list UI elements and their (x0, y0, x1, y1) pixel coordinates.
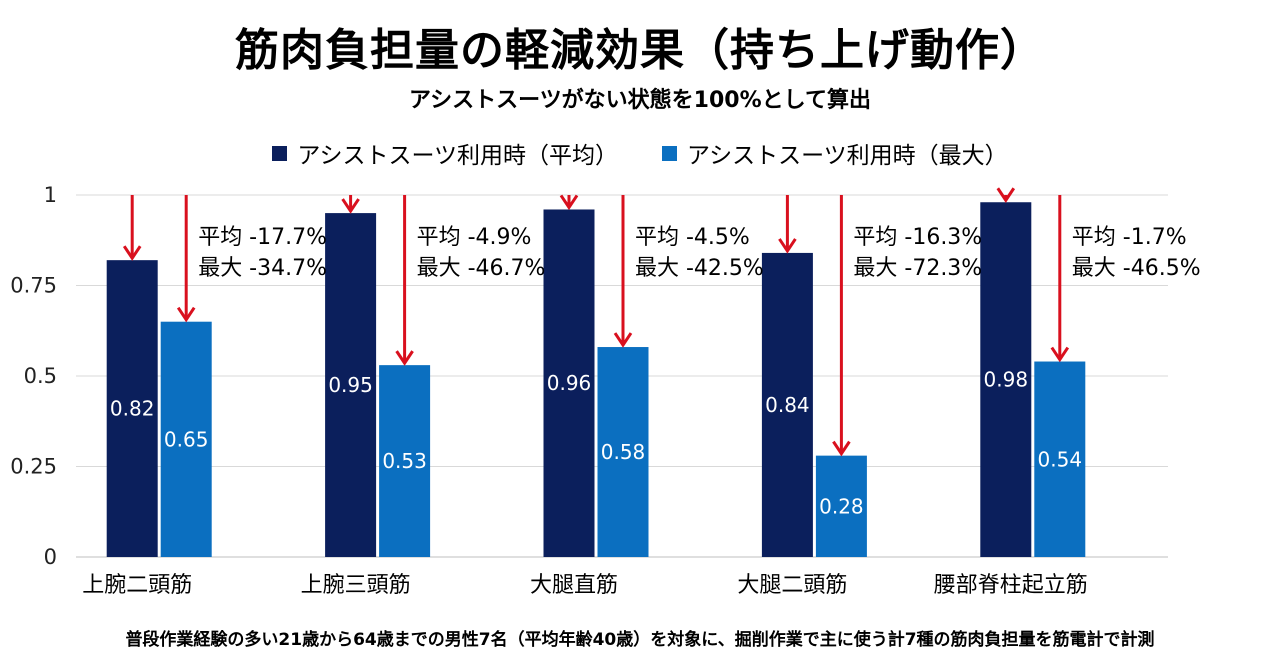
bar-max (815, 455, 867, 557)
arrow-max (613, 195, 633, 348)
bar-max (597, 347, 649, 557)
footnote: 普段作業経験の多い21歳から64歳までの男性7名（平均年齢40歳）を対象に、掘削… (125, 630, 1155, 650)
annotation-max: 最大 -46.5% (1072, 256, 1201, 281)
value-label-avg: 0.84 (765, 393, 810, 417)
legend-item-max: アシストスーツ利用時（最大） (662, 136, 1008, 170)
annotation-max: 最大 -34.7% (198, 256, 327, 281)
value-label-avg: 0.98 (984, 368, 1029, 392)
arrow-avg (996, 187, 1016, 203)
legend-label-max: アシストスーツ利用時（最大） (687, 143, 1008, 169)
value-label-max: 0.65 (164, 427, 209, 451)
bar-max (160, 321, 212, 557)
y-tick-label: 1 (44, 183, 57, 207)
arrow-avg (122, 195, 142, 261)
arrow-head (176, 306, 196, 323)
category-label: 上腕二頭筋 (82, 573, 192, 598)
annotation-avg: 平均 -16.3% (853, 225, 982, 250)
y-tick-label: 0.75 (10, 274, 57, 298)
chart-subtitle: アシストスーツがない状態を100%として算出 (409, 88, 871, 113)
bar-avg (106, 260, 158, 557)
arrow-head (1050, 346, 1070, 363)
arrow-head (341, 198, 360, 214)
value-label-avg: 0.96 (547, 371, 592, 395)
arrow-head (996, 187, 1016, 203)
legend-label-avg: アシストスーツ利用時（平均） (297, 143, 618, 169)
category-label: 上腕三頭筋 (301, 573, 411, 598)
annotation-avg: 平均 -4.5% (635, 225, 750, 250)
bars (106, 202, 1086, 558)
y-tick-label: 0 (44, 545, 57, 569)
chart-title: 筋肉負担量の軽減効果（持ち上げ動作） (235, 25, 1045, 76)
bar-max (1034, 361, 1086, 557)
bar-avg (761, 252, 813, 558)
reduction-arrows (122, 187, 1070, 457)
arrow-avg (778, 195, 797, 254)
arrow-head (613, 332, 633, 348)
value-label-max: 0.58 (601, 440, 646, 464)
category-label: 腰部脊柱起立筋 (934, 573, 1088, 598)
chart-text: 0 0.25 0.5 0.75 1 0.82 0.65 平均 -17.7% 最大 -34.7% 上… (10, 183, 1200, 598)
value-label-max: 0.28 (819, 494, 864, 518)
y-tick-label: 0.5 (24, 364, 57, 388)
arrow-head (559, 194, 579, 211)
bar-max (379, 365, 431, 557)
arrow-max (832, 195, 851, 457)
bar-avg (980, 202, 1032, 558)
legend-swatch-max (662, 145, 677, 161)
value-label-max: 0.53 (382, 449, 427, 473)
arrow-head (395, 350, 414, 366)
bar-chart: 0 0.25 0.5 0.75 1 0.82 0.65 平均 -17.7% 最大 -34.7% 上… (10, 183, 1200, 598)
value-label-avg: 0.82 (110, 397, 155, 421)
legend: アシストスーツ利用時（平均） アシストスーツ利用時（最大） (0, 136, 1280, 170)
annotation-max: 最大 -46.7% (417, 256, 546, 281)
annotation-avg: 平均 -1.7% (1072, 225, 1187, 250)
arrow-avg (559, 194, 579, 211)
annotation-avg: 平均 -17.7% (198, 225, 327, 250)
arrow-head (122, 245, 142, 261)
arrow-max (395, 195, 414, 366)
category-label: 大腿二頭筋 (737, 573, 847, 598)
arrow-max (176, 195, 196, 323)
bar-avg (325, 213, 377, 557)
annotation-avg: 平均 -4.9% (417, 225, 532, 250)
arrow-avg (341, 195, 360, 214)
annotation-max: 最大 -42.5% (635, 256, 764, 281)
arrow-max (1050, 195, 1070, 363)
annotation-max: 最大 -72.3% (853, 256, 982, 281)
value-label-max: 0.54 (1038, 447, 1083, 471)
arrow-head (778, 238, 797, 254)
category-label: 大腿直筋 (530, 573, 618, 598)
legend-swatch-avg (272, 145, 288, 161)
value-label-avg: 0.95 (328, 373, 373, 397)
y-tick-label: 0.25 (10, 455, 57, 479)
arrow-head (832, 440, 851, 457)
legend-item-avg: アシストスーツ利用時（平均） (272, 136, 618, 170)
bar-avg (543, 209, 595, 558)
